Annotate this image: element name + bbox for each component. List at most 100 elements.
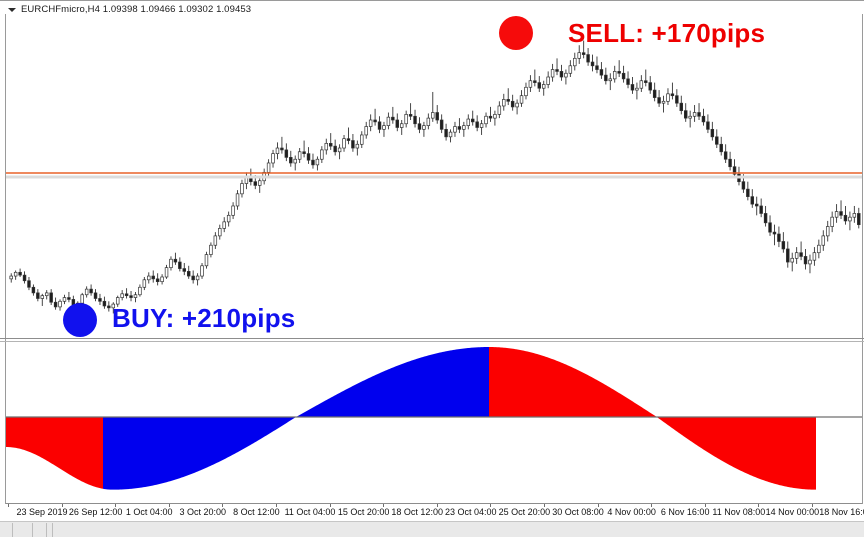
x-axis-tick-label: 4 Nov 00:00 — [607, 507, 656, 517]
candle-body — [289, 157, 293, 164]
candle-body — [515, 102, 519, 108]
candle-body — [84, 288, 89, 296]
candle-body — [67, 297, 71, 300]
symbol-ohlc-label: EURCHFmicro,H4 1.09398 1.09466 1.09302 1… — [21, 4, 252, 15]
candle-body — [178, 261, 182, 269]
candle-body — [328, 143, 333, 147]
bottom-status-strip[interactable] — [0, 521, 864, 537]
sell-annotation-label: SELL: +170pips — [568, 18, 766, 48]
candle-body — [701, 115, 706, 123]
buy-trade-marker[interactable] — [63, 303, 97, 337]
candle-body — [186, 271, 191, 277]
candle-body — [604, 74, 608, 82]
pane-separator-top — [0, 338, 864, 339]
candle-body — [768, 222, 772, 233]
candle-body — [559, 71, 564, 78]
candle-body — [590, 61, 595, 67]
x-axis-tick — [490, 504, 492, 507]
x-axis-line — [6, 503, 862, 504]
candle-body — [612, 71, 617, 80]
x-axis-tick-label: 11 Oct 04:00 — [284, 507, 336, 517]
x-axis-tick-label: 26 Sep 12:00 — [68, 507, 123, 517]
symbol-header[interactable]: EURCHFmicro,H4 1.09398 1.09466 1.09302 1… — [8, 3, 251, 16]
candle-body — [293, 158, 297, 164]
bottom-strip-tabs[interactable] — [6, 522, 76, 537]
candle-body — [537, 82, 542, 89]
candle-body — [457, 126, 462, 130]
frame-border-left — [5, 14, 6, 504]
candle-body — [679, 102, 684, 111]
candle-body — [324, 143, 329, 151]
candle-body — [546, 76, 550, 85]
candle-body — [697, 112, 701, 117]
candle-body — [377, 121, 382, 130]
candle-body — [355, 143, 360, 149]
sell-trade-marker[interactable] — [499, 16, 533, 50]
candle-body — [723, 151, 728, 160]
candle-body — [595, 65, 599, 70]
candle-body — [541, 84, 546, 89]
candle-body — [280, 147, 284, 151]
candle-body — [688, 115, 692, 119]
buy-annotation-label: BUY: +210pips — [112, 303, 296, 333]
candle-body — [657, 97, 661, 104]
x-axis-tick — [758, 504, 760, 507]
candle-body — [746, 188, 750, 197]
candle-body — [794, 252, 799, 259]
x-axis-tick — [8, 504, 9, 507]
candle-body — [444, 128, 448, 138]
pane-separator-bottom — [0, 341, 864, 342]
candle-body — [98, 298, 102, 302]
candle-body — [89, 288, 93, 294]
candle-body — [808, 259, 812, 265]
candle-body — [27, 280, 31, 288]
candle-body — [639, 80, 644, 89]
x-axis-tick-label: 1 Oct 04:00 — [125, 507, 173, 517]
candle-body — [142, 279, 147, 288]
candle-body — [817, 244, 821, 254]
candle-body — [204, 254, 209, 267]
x-axis-tick-label: 25 Oct 20:00 — [498, 507, 551, 517]
candle-body — [200, 265, 204, 277]
candle-body — [231, 205, 235, 216]
candle-body — [93, 292, 98, 299]
candle-body — [218, 228, 222, 237]
candle-body — [266, 162, 271, 173]
candle-body — [550, 69, 555, 78]
candle-body — [182, 268, 187, 272]
candle-body — [302, 151, 306, 154]
candle-body — [630, 84, 635, 91]
candle-body — [391, 116, 395, 121]
candle-body — [426, 117, 431, 126]
candle-body — [510, 100, 515, 108]
candle-body — [169, 258, 173, 269]
candle-body — [124, 293, 129, 297]
candle-body — [40, 295, 45, 299]
x-axis-tick — [168, 504, 170, 507]
oscillator-segment-3 — [489, 347, 816, 490]
frame-border-right — [862, 14, 863, 504]
candle-body — [675, 95, 679, 104]
candle-body — [342, 138, 346, 149]
candle-body — [315, 158, 320, 166]
candle-body — [741, 181, 746, 190]
candle-body — [333, 145, 337, 153]
indicator-pane[interactable] — [6, 343, 862, 502]
candle-body — [368, 119, 373, 127]
candle-body — [133, 294, 138, 298]
candle-body — [692, 112, 697, 117]
price-chart-pane[interactable] — [6, 16, 862, 338]
x-axis-tick-label: 18 Nov 16:00 — [819, 507, 864, 517]
candlestick-plot — [6, 40, 862, 314]
x-axis-tick — [544, 504, 545, 507]
candle-body — [404, 114, 408, 125]
candle-body — [843, 214, 848, 222]
candle-body — [151, 275, 155, 280]
chevron-down-icon[interactable] — [8, 7, 16, 12]
candle-body — [568, 65, 573, 74]
candle-body — [13, 271, 18, 277]
candle-body — [191, 275, 195, 281]
candle-body — [710, 128, 715, 138]
x-axis-tick-label: 6 Nov 16:00 — [660, 507, 710, 517]
candle-body — [670, 93, 675, 97]
